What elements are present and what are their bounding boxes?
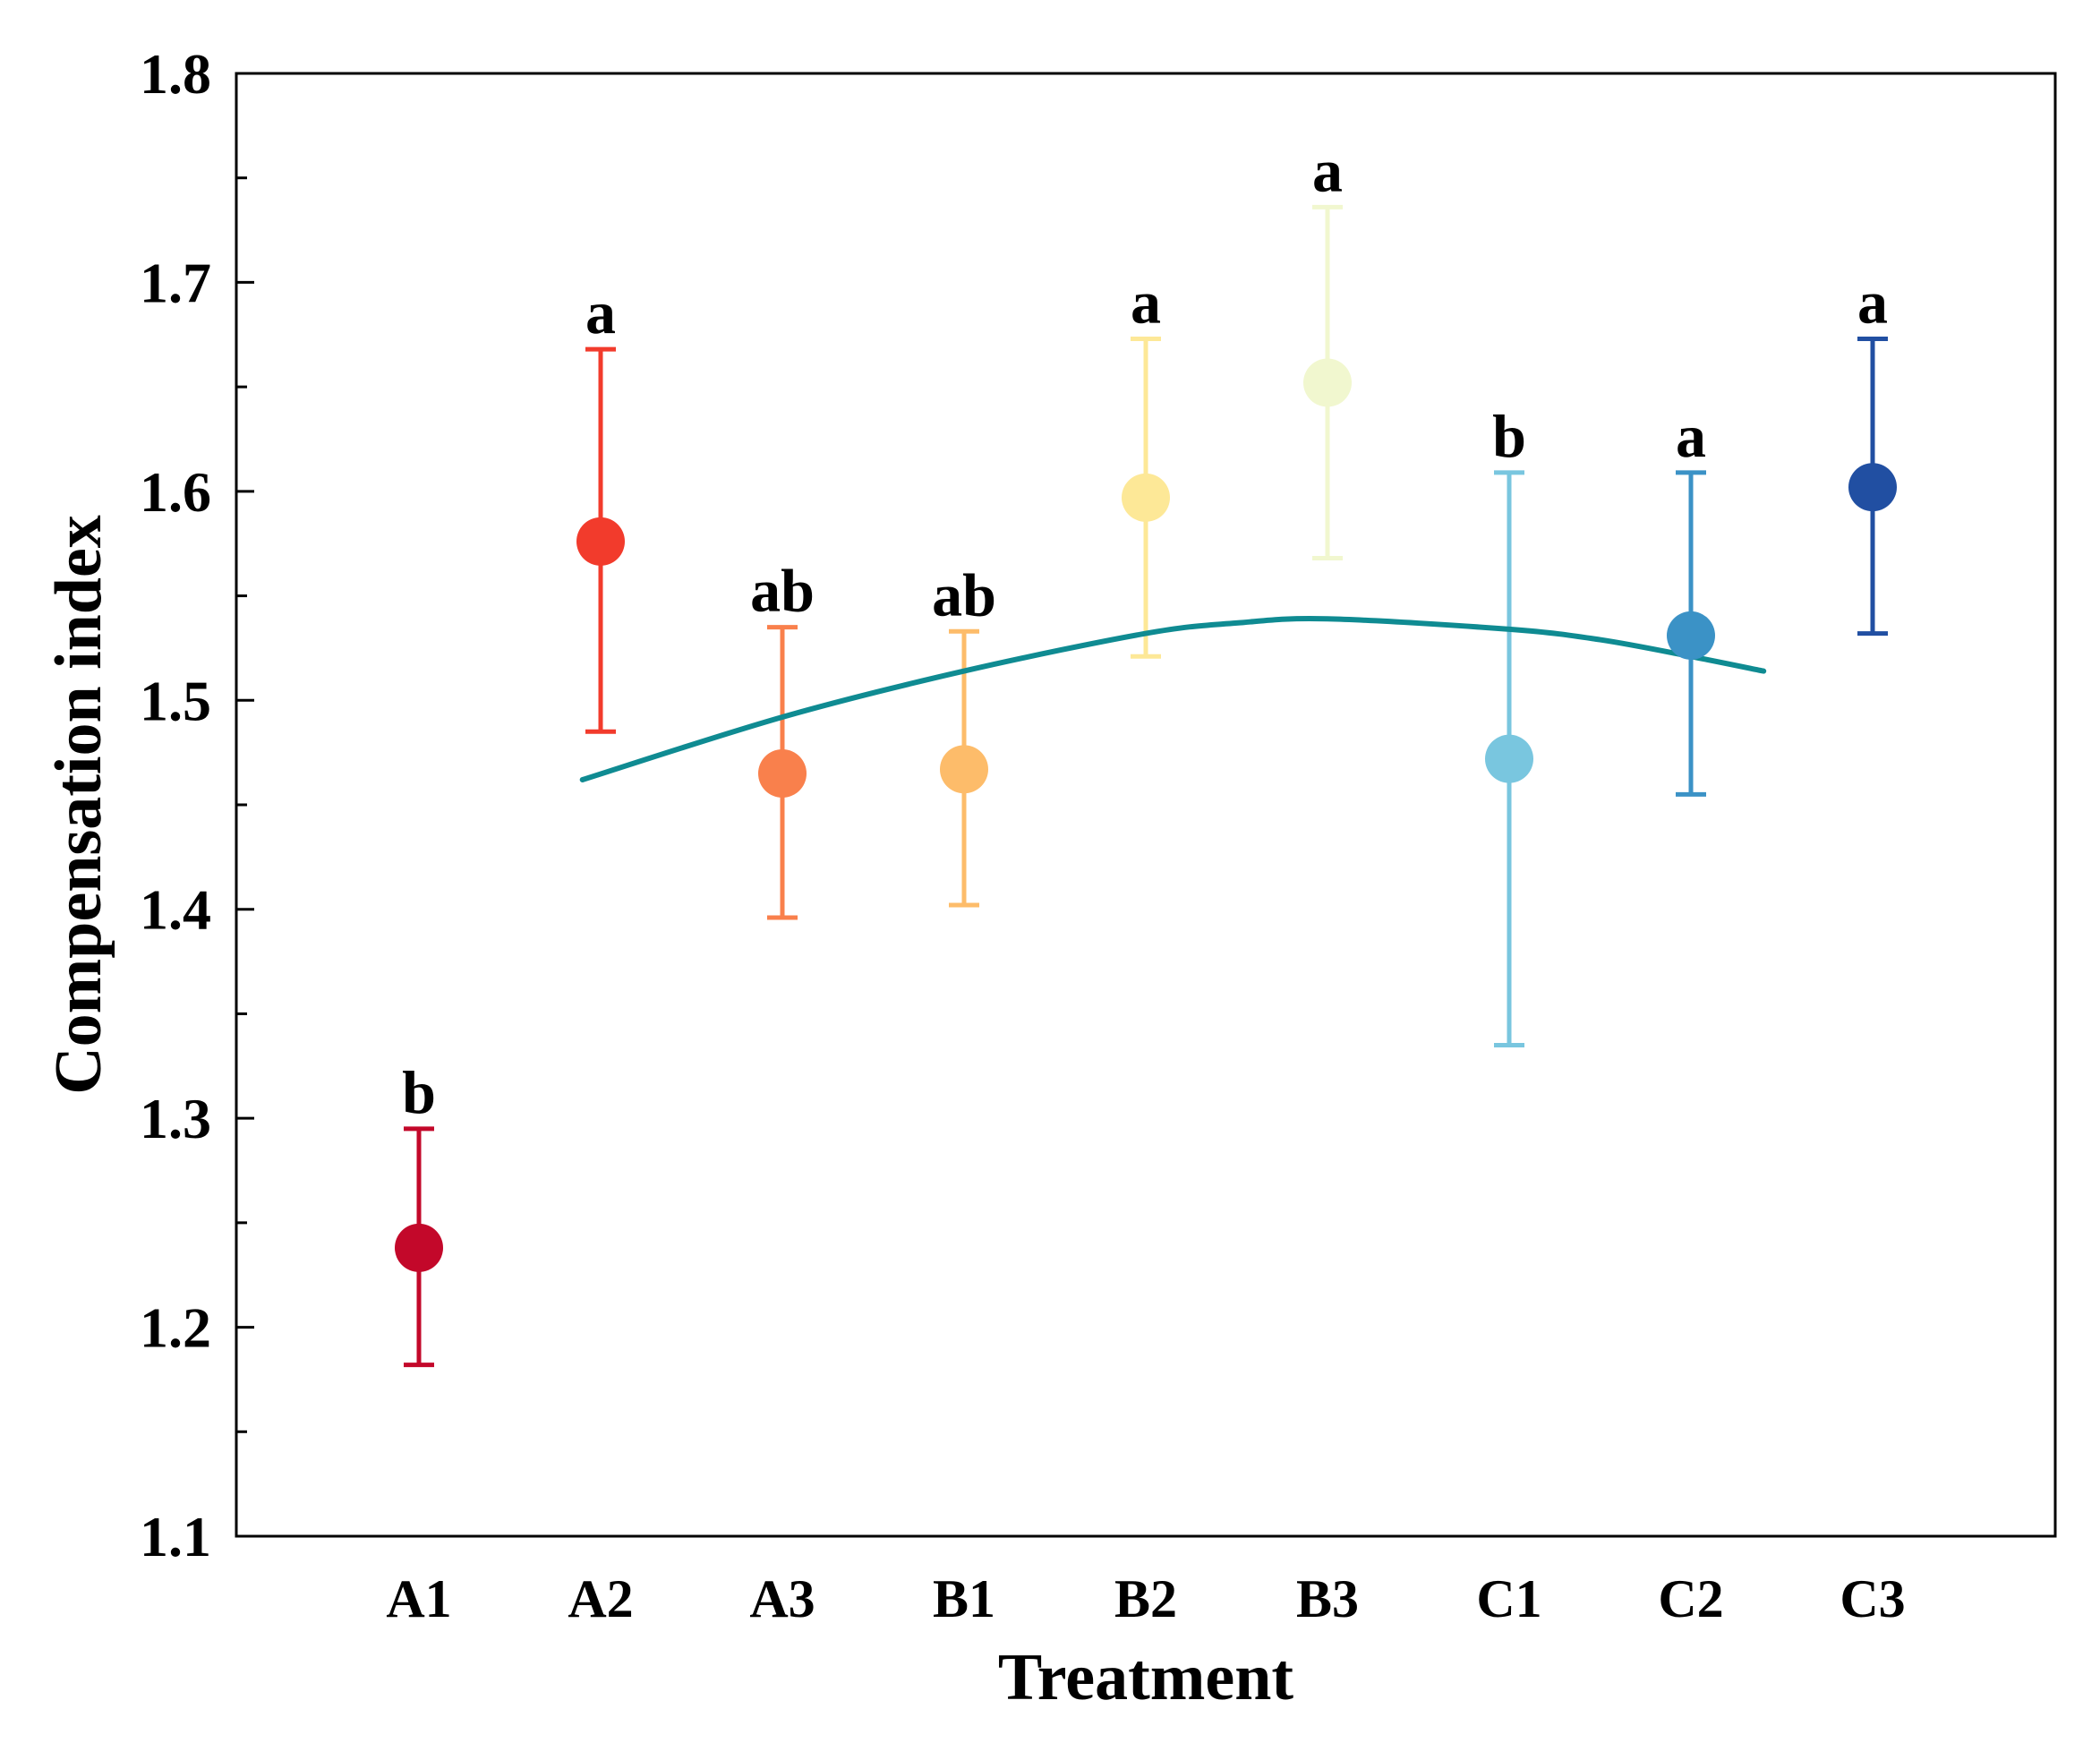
significance-letter-c2: a [1676,402,1706,470]
y-axis-title: Compensation index [42,515,115,1095]
significance-letter-b1: ab [932,560,996,628]
significance-letter-a1: b [402,1058,436,1126]
y-tick-label: 1.2 [140,1296,211,1360]
mean-point-b2 [1122,473,1170,522]
y-tick-label: 1.6 [140,460,211,524]
mean-point-a2 [576,517,625,566]
trend-line [579,616,1767,782]
x-tick-label-b1: B1 [933,1569,995,1628]
mean-point-b1 [940,745,988,794]
y-tick-label: 1.5 [140,669,211,732]
y-axis-ticks [236,72,254,1538]
x-tick-label-c2: C2 [1658,1569,1723,1628]
x-tick-label-c3: C3 [1840,1569,1905,1628]
y-tick-label: 1.3 [140,1087,211,1150]
plot-frame [235,72,2057,1538]
significance-letter-c1: b [1492,402,1526,470]
significance-letter-b3: a [1312,136,1343,204]
significance-letter-a3: ab [750,557,815,625]
x-tick-label-a2: A2 [568,1569,633,1628]
y-tick-label: 1.8 [140,42,211,106]
significance-letter-a2: a [585,278,616,346]
mean-point-a3 [758,748,807,798]
x-tick-label-c1: C1 [1476,1569,1541,1628]
significance-letter-c3: a [1857,268,1888,336]
mean-point-b3 [1303,358,1352,407]
mean-point-c1 [1485,734,1533,783]
x-tick-label-b3: B3 [1296,1569,1359,1628]
x-tick-label-a1: A1 [386,1569,451,1628]
y-axis-tick-labels: 1.1 1.2 1.3 1.4 1.5 1.6 1.7 1.8 [140,42,211,1568]
y-tick-label: 1.4 [140,878,211,942]
x-axis-title: Treatment [998,1641,1294,1714]
mean-point-c2 [1667,611,1715,660]
x-tick-label-b2: B2 [1114,1569,1177,1628]
x-axis-tick-labels: A1 A2 A3 B1 B2 B3 C1 C2 C3 [386,1569,1905,1628]
mean-point-c3 [1848,463,1897,512]
y-tick-label: 1.1 [140,1505,211,1568]
trend-line-layer [579,616,1767,782]
y-tick-label: 1.7 [140,251,211,314]
significance-letter-b2: a [1131,268,1161,336]
x-tick-label-a3: A3 [749,1569,815,1628]
mean-points [395,358,1897,1272]
mean-point-a1 [395,1223,443,1272]
